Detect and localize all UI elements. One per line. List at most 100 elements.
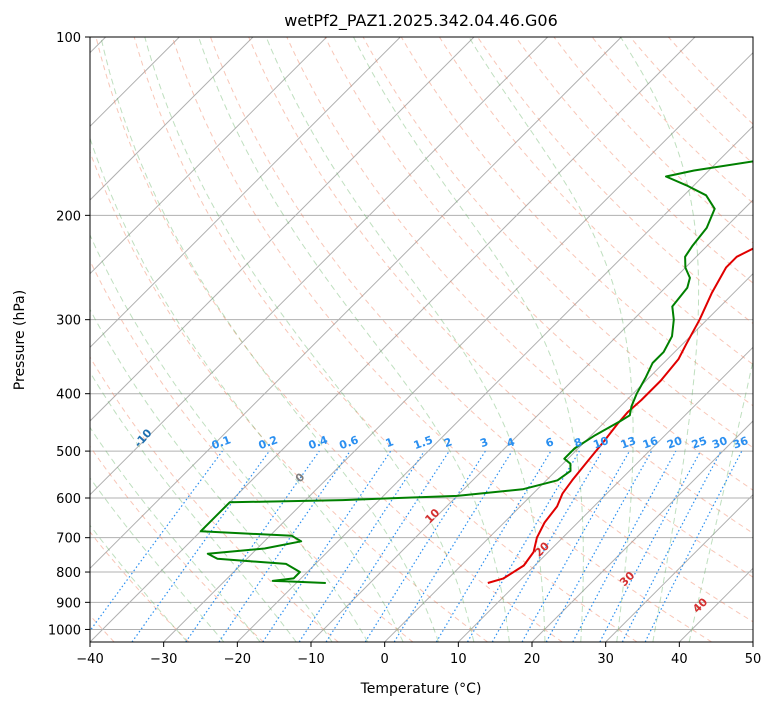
moist-adiabat (90, 477, 225, 642)
dry-adiabat (286, 37, 753, 534)
mixing-ratio-label: 0.2 (257, 433, 280, 452)
x-tick-label: −40 (76, 652, 103, 667)
mixing-ratio-label: 3 (478, 435, 490, 450)
mixing-ratio-label: 0.4 (307, 433, 330, 452)
isotherm-gridline (384, 272, 753, 642)
y-tick-label: 900 (56, 596, 81, 611)
moist-adiabat (90, 136, 404, 642)
moist-adiabat (90, 524, 188, 642)
mixing-ratio-label: 0.1 (210, 433, 233, 452)
mixing-ratio-line (599, 450, 702, 642)
mixing-ratio-line (393, 450, 513, 642)
mixing-ratio-line (364, 450, 486, 642)
mixing-ratio-line (298, 450, 425, 642)
moist-adiabat (353, 37, 584, 642)
dry-adiabat (668, 37, 753, 125)
mixing-ratio-label: 6 (544, 435, 556, 450)
temperature-profile-line (487, 247, 753, 584)
mixing-ratio-line (218, 450, 351, 642)
dry-adiabat (515, 37, 753, 284)
dry-adiabat (591, 37, 753, 204)
dry-adiabat (90, 150, 488, 642)
isotherm-gridline (90, 37, 696, 642)
dry-adiabat (438, 37, 753, 366)
isotherm-gridline (605, 493, 753, 642)
chart-title: wetPf2_PAZ1.2025.342.04.46.G06 (284, 11, 558, 31)
dry-adiabat (362, 37, 753, 449)
y-tick-label: 500 (56, 445, 81, 460)
moist-adiabat (90, 426, 261, 642)
moist-adiabat (198, 37, 510, 642)
isotherm-gridline (90, 37, 401, 349)
dry-adiabat (553, 37, 753, 244)
isotherm-gridline (90, 37, 254, 201)
y-tick-label: 700 (56, 532, 81, 547)
x-tick-label: 0 (381, 652, 389, 667)
moist-adiabat (620, 37, 700, 642)
moist-adiabat (90, 308, 333, 642)
isotherm-gridline (236, 125, 753, 642)
mixing-ratio-line (325, 450, 450, 642)
isotherm-gridline (678, 567, 753, 642)
isotherm-gridline (310, 199, 753, 642)
mixing-ratio-label: 2 (442, 435, 454, 450)
x-tick-label: 20 (524, 652, 541, 667)
x-tick-label: −20 (224, 652, 251, 667)
x-axis: −40 −30 −20 −10 0 10 20 30 40 50 (76, 642, 761, 667)
isotherm-gridline (163, 51, 753, 642)
mixing-ratio-label: 8 (572, 435, 584, 450)
plot-frame (89, 36, 754, 643)
mixing-ratio-label: 30 (710, 434, 729, 452)
dry-adiabat (90, 259, 414, 642)
mixing-ratio-label: 4 (505, 435, 517, 450)
mixing-ratio-line (545, 450, 653, 642)
adiabat-label-layer: -100-90-80-70-60-50-40-30-20-10010203040… (132, 426, 751, 615)
isotherm-gridline (531, 420, 753, 642)
x-tick-label: −30 (150, 652, 177, 667)
mixing-ratio-line (185, 450, 320, 642)
isotherm-gridline (90, 37, 328, 275)
y-tick-label: 200 (56, 209, 81, 224)
y-tick-label: 600 (56, 492, 81, 507)
isotherm-gridline (90, 37, 549, 496)
moist-adiabat (90, 371, 297, 642)
mixing-ratio-line (491, 450, 603, 642)
mixing-ratio-label: 1 (384, 435, 396, 450)
moist-adiabat-label: 40 (690, 595, 710, 615)
moist-adiabat (144, 37, 475, 642)
y-axis-title: Pressure (hPa) (12, 290, 28, 390)
dry-adiabat-label: -10 (132, 426, 155, 450)
moist-adiabat-label: 0 (293, 470, 308, 485)
mixing-ratio-label: 25 (690, 434, 709, 451)
mixing-ratio-line (90, 450, 223, 632)
y-tick-label: 800 (56, 566, 81, 581)
mixing-ratio-line (572, 450, 677, 642)
isotherm-gridline (90, 37, 622, 570)
moist-adiabat (468, 37, 634, 642)
mixing-ratio-label: 20 (665, 434, 684, 452)
mixing-ratio-label: 1.5 (412, 433, 435, 452)
mixing-ratio-label: 0.6 (338, 433, 361, 452)
dry-adiabat (90, 531, 190, 642)
y-tick-label: 100 (56, 31, 81, 46)
dry-adiabat (248, 37, 753, 578)
mixing-ratio-line (262, 450, 392, 642)
mixing-ratio-line (466, 450, 580, 642)
isotherm-gridline (90, 37, 475, 422)
x-tick-label: 30 (597, 652, 614, 667)
dry-adiabat (95, 37, 563, 642)
moist-adiabat (265, 37, 546, 642)
isotherm-gridline (457, 346, 753, 642)
background-lines (90, 37, 753, 642)
dewpoint-profile-line (199, 160, 753, 584)
mixing-ratio-line (435, 450, 552, 642)
y-axis: 100 200 300 400 500 600 700 800 900 1000 (48, 31, 90, 638)
mixing-ratio-line (521, 450, 631, 642)
dry-adiabat (400, 37, 753, 407)
dry-adiabat (90, 356, 339, 642)
moist-adiabat (688, 358, 753, 642)
x-axis-title: Temperature (°C) (360, 681, 482, 697)
y-tick-label: 400 (56, 388, 81, 403)
mixing-ratio-line (131, 450, 270, 642)
